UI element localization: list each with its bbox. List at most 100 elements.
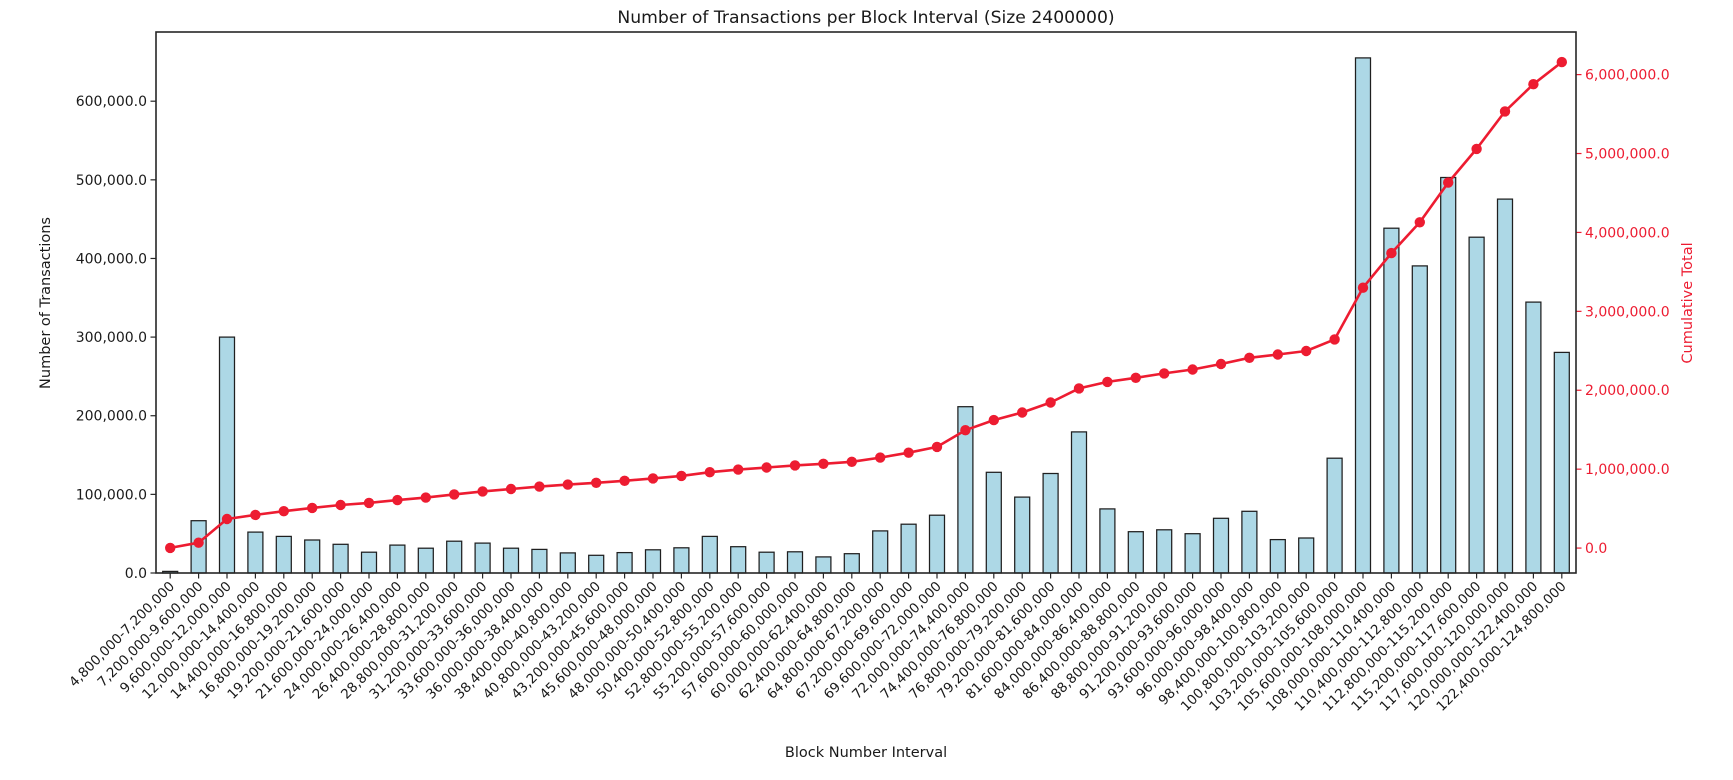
bar bbox=[730, 546, 747, 574]
bar bbox=[446, 540, 463, 574]
bar bbox=[985, 471, 1002, 574]
cumulative-point bbox=[988, 414, 999, 426]
bar bbox=[389, 544, 406, 574]
cumulative-point bbox=[221, 513, 233, 525]
cumulative-point bbox=[619, 475, 630, 486]
cumulative-point bbox=[931, 441, 943, 453]
cumulative-point bbox=[846, 456, 857, 467]
right-y-tick-label: 4,000,000.0 bbox=[1585, 225, 1670, 241]
right-y-tick-label: 5,000,000.0 bbox=[1585, 147, 1670, 163]
bar bbox=[502, 547, 520, 574]
left-y-tick-label: 600,000.0 bbox=[76, 94, 147, 110]
bar bbox=[1014, 496, 1031, 574]
cumulative-point bbox=[1329, 334, 1340, 345]
bar bbox=[701, 535, 718, 574]
right-y-tick-label: 2,000,000.0 bbox=[1585, 383, 1670, 399]
cumulative-point bbox=[1187, 364, 1198, 375]
cumulative-point bbox=[1386, 247, 1397, 259]
right-y-tick-label: 0.0 bbox=[1585, 541, 1607, 557]
cumulative-point bbox=[1471, 143, 1482, 155]
bar bbox=[786, 551, 804, 574]
bar bbox=[1411, 265, 1428, 574]
bar bbox=[1496, 198, 1514, 574]
right-y-tick-label: 6,000,000.0 bbox=[1585, 68, 1670, 84]
cumulative-point bbox=[1528, 79, 1539, 90]
bar bbox=[1525, 301, 1542, 574]
cumulative-point bbox=[250, 509, 261, 521]
cumulative-point bbox=[818, 458, 829, 469]
bar bbox=[843, 553, 860, 574]
cumulative-point bbox=[562, 479, 573, 490]
bar bbox=[360, 551, 378, 574]
bar bbox=[900, 523, 917, 574]
cumulative-point bbox=[1272, 349, 1284, 360]
bar bbox=[616, 551, 633, 574]
cumulative-point bbox=[1159, 368, 1170, 379]
cumulative-point bbox=[335, 499, 346, 511]
bar bbox=[474, 542, 491, 574]
bar bbox=[1241, 510, 1258, 574]
cumulative-point bbox=[647, 473, 659, 484]
bar bbox=[275, 535, 292, 574]
bar bbox=[815, 556, 832, 574]
right-y-tick-label: 3,000,000.0 bbox=[1585, 304, 1670, 320]
bar bbox=[1042, 472, 1059, 574]
cumulative-point bbox=[1244, 352, 1255, 363]
cumulative-point bbox=[307, 502, 318, 514]
cumulative-point bbox=[789, 460, 801, 471]
left-y-tick-label: 300,000.0 bbox=[76, 330, 147, 346]
bar bbox=[1099, 508, 1116, 574]
bar bbox=[304, 539, 321, 574]
bars-layer bbox=[162, 57, 1570, 574]
bar bbox=[644, 549, 662, 574]
cumulative-point bbox=[591, 477, 602, 488]
bar bbox=[417, 547, 434, 574]
cumulative-point bbox=[165, 542, 176, 554]
left-y-axis-title: Number of Transactions bbox=[38, 217, 54, 389]
right-y-axis-title: Cumulative Total bbox=[1680, 242, 1696, 363]
left-y-tick-label: 400,000.0 bbox=[76, 251, 147, 267]
cumulative-point bbox=[534, 481, 545, 492]
cumulative-point bbox=[363, 497, 375, 509]
bar bbox=[1326, 457, 1343, 574]
cumulative-line-layer bbox=[165, 56, 1568, 554]
bar bbox=[1184, 533, 1201, 574]
cumulative-point bbox=[704, 467, 715, 478]
cumulative-point bbox=[1499, 106, 1511, 117]
x-axis-title: Block Number Interval bbox=[785, 745, 947, 761]
cumulative-point bbox=[420, 492, 431, 503]
cumulative-point bbox=[392, 494, 403, 506]
bar bbox=[1354, 57, 1372, 574]
bar bbox=[588, 554, 605, 574]
bar bbox=[218, 336, 236, 574]
cumulative-point bbox=[1215, 358, 1227, 370]
cumulative-point bbox=[1073, 383, 1085, 394]
bar bbox=[559, 552, 576, 574]
right-y-tick-label: 1,000,000.0 bbox=[1585, 462, 1670, 478]
bar bbox=[673, 547, 690, 574]
cumulative-line bbox=[169, 61, 1563, 550]
left-y-tick-label: 0.0 bbox=[125, 566, 147, 582]
bar bbox=[1070, 431, 1088, 574]
cumulative-point bbox=[1045, 397, 1056, 408]
cumulative-point bbox=[1556, 56, 1568, 68]
bar bbox=[531, 548, 548, 574]
cumulative-point bbox=[477, 486, 488, 497]
bar bbox=[1440, 176, 1457, 574]
plot-frame bbox=[155, 31, 1577, 574]
cumulative-point bbox=[875, 452, 886, 463]
bar bbox=[928, 514, 946, 574]
cumulative-point bbox=[449, 489, 460, 500]
bar bbox=[1468, 236, 1485, 574]
ticks-layer: 4,800,000-7,200,0007,200,000-9,600,0009,… bbox=[66, 68, 1670, 715]
cumulative-point bbox=[1443, 177, 1454, 188]
bar bbox=[332, 543, 349, 574]
bar bbox=[1553, 351, 1570, 574]
cumulative-point bbox=[761, 462, 772, 473]
cumulative-point bbox=[1301, 345, 1312, 357]
cumulative-point bbox=[1102, 376, 1113, 388]
bar bbox=[872, 530, 889, 574]
bar bbox=[1383, 227, 1400, 574]
